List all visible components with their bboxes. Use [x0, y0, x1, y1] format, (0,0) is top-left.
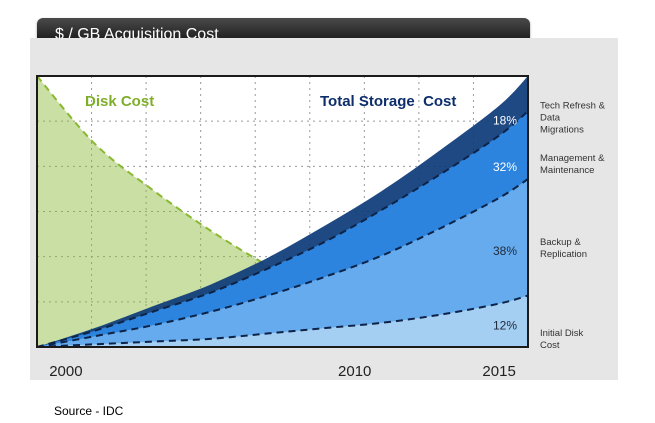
disk-cost-line [36, 75, 442, 340]
layer-percent-labels: 12% 38% 32% 18% [493, 114, 517, 333]
stack-area [37, 295, 528, 347]
disk-cost-area [37, 76, 442, 347]
layer-percent: 32% [493, 160, 517, 174]
disk-cost-label: Disk Cost [85, 93, 154, 110]
layer-percent: 18% [493, 114, 517, 128]
layer-percent: 12% [493, 318, 517, 332]
source-note: Source - IDC [54, 404, 124, 418]
plot-frame [36, 75, 529, 348]
storage-cost-chart: Disk Cost Total Storage Cost 12% 38% 32% 18… [36, 75, 606, 380]
layer-name-labels: Initial Disk Cost Backup & Replication Manag… [540, 101, 606, 351]
stack-boundary-line [36, 110, 529, 348]
layer-percent: 38% [493, 244, 517, 258]
layer-name: Tech Refresh & Data Migrations [540, 101, 606, 136]
stack-boundary-line [36, 178, 529, 348]
layer-name: Initial Disk Cost [540, 328, 584, 351]
x-tick-label: 2015 [482, 363, 515, 380]
total-storage-layer [36, 76, 529, 348]
x-tick-label: 2000 [49, 363, 82, 380]
stack-area [37, 179, 528, 347]
stack-boundary-line [36, 294, 529, 348]
layer-name: Backup & Replication [540, 237, 587, 260]
x-tick-label: 2010 [338, 363, 371, 380]
layer-name: Management & Maintenance [540, 153, 605, 176]
disk-cost-layer [36, 75, 442, 347]
x-axis-ticks: 2000 2010 2015 [49, 363, 516, 380]
total-storage-cost-label: Total Storage Cost [320, 93, 456, 110]
